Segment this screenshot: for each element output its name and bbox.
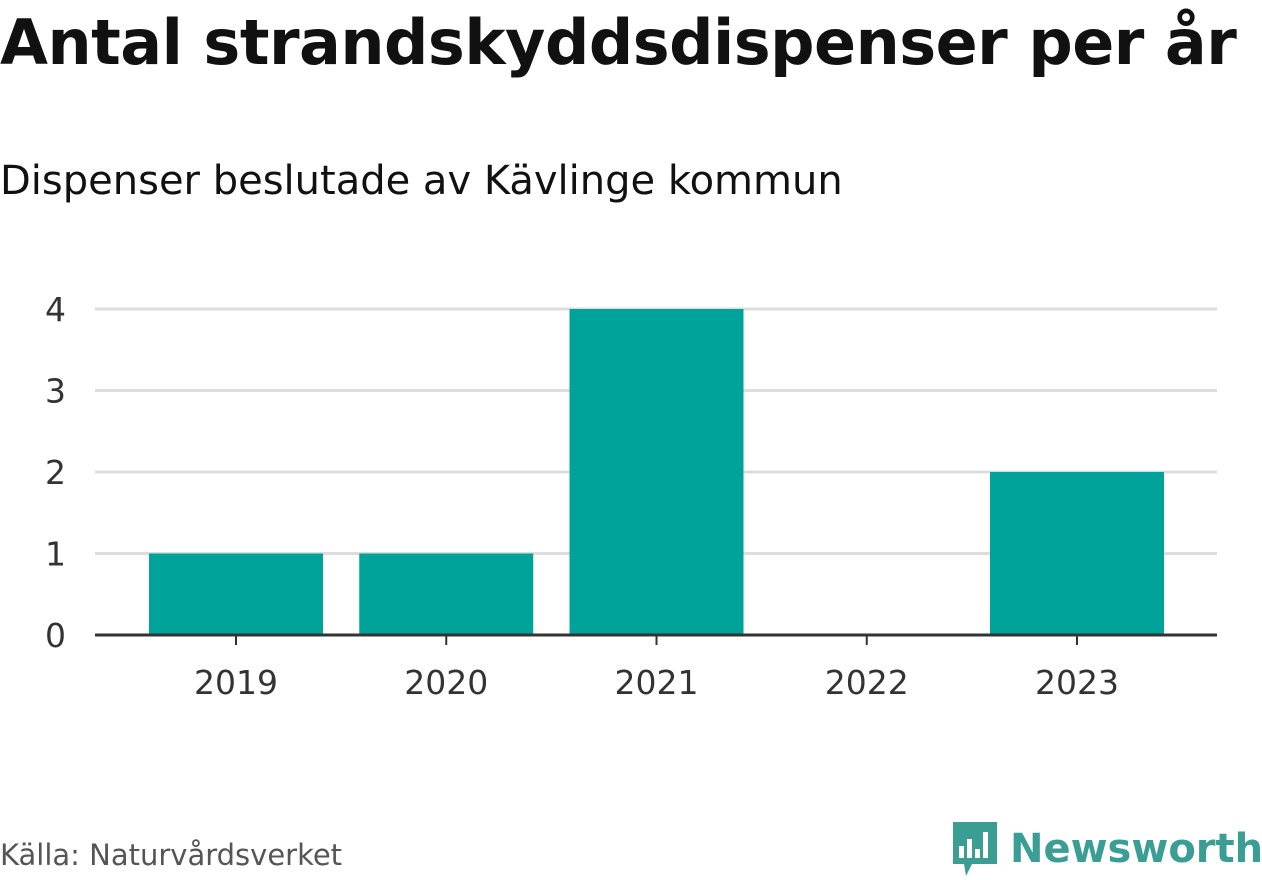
chart-title: Antal strandskyddsdispenser per år xyxy=(0,6,1237,79)
bar-2023 xyxy=(990,472,1164,635)
x-axis-ticks: 2019 2020 2021 2022 2023 xyxy=(194,663,1119,702)
y-tick-label: 0 xyxy=(45,616,66,655)
bar-chart-speech-bubble-icon xyxy=(953,822,997,876)
brand-name: Newsworthy xyxy=(1010,826,1262,872)
newsworthy-logo: Newsworthy xyxy=(950,818,1262,880)
y-axis-ticks: 0 1 2 3 4 xyxy=(45,290,66,655)
x-tick-label: 2020 xyxy=(404,663,488,702)
x-axis xyxy=(95,633,1217,645)
bar-2019 xyxy=(149,553,323,635)
chart-subtitle: Dispenser beslutade av Kävlinge kommun xyxy=(0,158,843,204)
x-tick-label: 2021 xyxy=(615,663,699,702)
y-tick-label: 4 xyxy=(45,290,66,329)
x-tick-label: 2019 xyxy=(194,663,278,702)
y-tick-label: 1 xyxy=(45,535,66,574)
y-tick-label: 2 xyxy=(45,453,66,492)
x-tick-label: 2022 xyxy=(825,663,909,702)
source-note: Källa: Naturvårdsverket xyxy=(0,838,343,872)
bar-2021 xyxy=(569,309,744,635)
y-tick-label: 3 xyxy=(45,372,66,411)
bars xyxy=(149,309,1164,635)
bar-2020 xyxy=(359,553,534,635)
x-tick-label: 2023 xyxy=(1035,663,1119,702)
